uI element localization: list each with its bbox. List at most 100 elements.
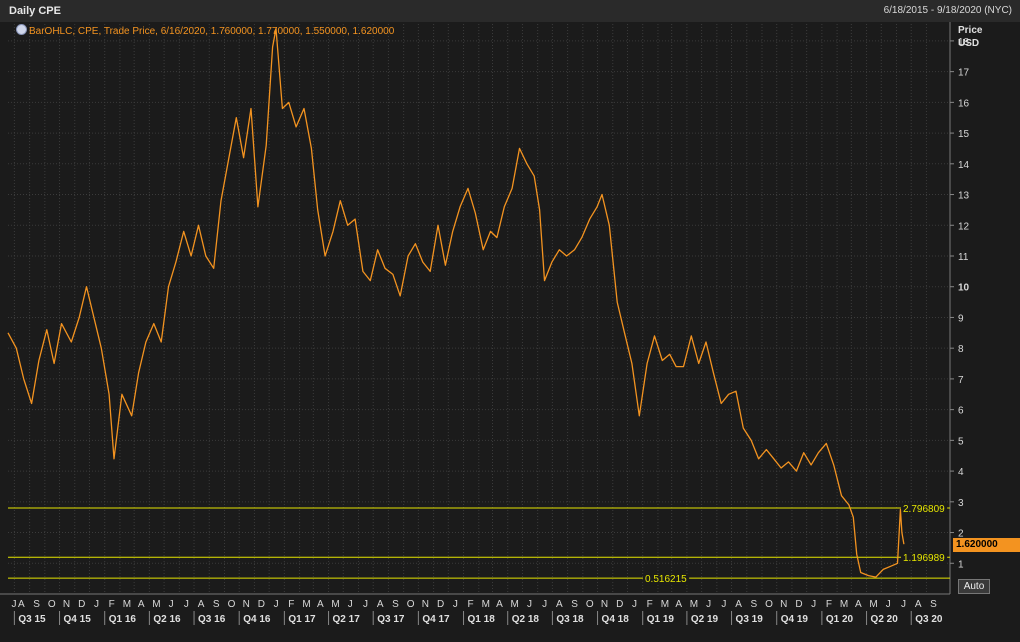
month-label: O [407, 599, 415, 610]
quarter-label: Q3 20 [915, 614, 943, 625]
y-tick-label: 3 [958, 498, 964, 509]
month-label: J [706, 599, 711, 610]
month-label: S [33, 599, 40, 610]
level-label-bg [901, 504, 948, 516]
quarter-label: Q2 20 [871, 614, 899, 625]
month-label: J [184, 599, 189, 610]
month-label: S [392, 599, 399, 610]
y-tick-label: 7 [958, 375, 964, 386]
month-label: N [601, 599, 608, 610]
month-label: M [482, 599, 490, 610]
quarter-label: Q3 19 [736, 614, 764, 625]
month-label: N [780, 599, 787, 610]
legend-text: BarOHLC, CPE, Trade Price, 6/16/2020, 1.… [29, 26, 395, 37]
month-label: F [647, 599, 653, 610]
axis-title-price: Price [958, 25, 983, 36]
month-label: O [586, 599, 594, 610]
y-tick-label: 4 [958, 467, 964, 478]
month-label: J [542, 599, 547, 610]
month-label: A [735, 599, 742, 610]
price-line [7, 27, 905, 578]
grid-lines [0, 22, 951, 595]
y-tick-label: 13 [958, 191, 970, 202]
quarter-label: Q2 16 [153, 614, 181, 625]
quarter-label: Q1 17 [288, 614, 316, 625]
chart-title: Daily CPE [9, 5, 61, 17]
quarter-label: Q1 18 [468, 614, 496, 625]
quarter-label: Q3 16 [198, 614, 226, 625]
month-label: N [63, 599, 70, 610]
month-label: A [915, 599, 922, 610]
y-tick-label: 16 [958, 98, 970, 109]
month-label: F [467, 599, 473, 610]
quarter-label: Q4 19 [781, 614, 809, 625]
quarter-label: Q3 18 [556, 614, 584, 625]
month-label: A [18, 599, 25, 610]
quarter-label: Q1 16 [109, 614, 137, 625]
axis-title-currency: USD [958, 38, 979, 49]
level-label-bg [643, 574, 690, 586]
month-label: A [556, 599, 563, 610]
month-label: J [453, 599, 458, 610]
quarter-label: Q4 17 [422, 614, 450, 625]
y-tick-label: 10 [958, 283, 970, 294]
month-label: A [377, 599, 384, 610]
y-tick-label: 17 [958, 68, 970, 79]
y-tick-label: 5 [958, 436, 964, 447]
month-label: J [348, 599, 353, 610]
month-label: M [840, 599, 848, 610]
date-range[interactable]: 6/18/2015 - 9/18/2020 (NYC) [883, 5, 1012, 16]
month-label: M [511, 599, 519, 610]
month-label: J [12, 599, 17, 610]
title-bar: Daily CPE 6/18/2015 - 9/18/2020 (NYC) [0, 0, 1020, 23]
y-tick-label: 1 [958, 559, 964, 570]
month-label: O [765, 599, 773, 610]
month-label: M [690, 599, 698, 610]
month-label: A [496, 599, 503, 610]
month-label: D [78, 599, 85, 610]
month-label: J [94, 599, 99, 610]
month-label: F [826, 599, 832, 610]
month-label: S [571, 599, 578, 610]
clock-icon [16, 24, 27, 35]
quarter-label: Q4 18 [602, 614, 630, 625]
month-label: J [169, 599, 174, 610]
month-label: F [109, 599, 115, 610]
y-tick-label: 15 [958, 129, 970, 140]
y-tick-label: 6 [958, 406, 964, 417]
legend[interactable]: BarOHLC, CPE, Trade Price, 6/16/2020, 1.… [16, 24, 394, 37]
y-tick-label: 2 [958, 529, 964, 540]
level-label-bg [901, 553, 948, 565]
auto-scale-button[interactable]: Auto [958, 579, 990, 594]
month-label: S [750, 599, 757, 610]
y-tick-label: 12 [958, 221, 970, 232]
level-lines[interactable]: 2.796809 1.196989 0.516215 [8, 504, 950, 586]
chart-background [0, 22, 1020, 642]
level-label: 1.196989 [903, 553, 945, 564]
month-label: J [274, 599, 279, 610]
month-label: O [48, 599, 56, 610]
quarter-label: Q4 15 [64, 614, 92, 625]
y-tick-label: 9 [958, 313, 964, 324]
month-label: D [437, 599, 444, 610]
month-label: J [811, 599, 816, 610]
month-label: S [930, 599, 937, 610]
month-label: J [632, 599, 637, 610]
month-label: S [213, 599, 220, 610]
month-label: N [422, 599, 429, 610]
month-label: O [228, 599, 236, 610]
month-label: J [363, 599, 368, 610]
month-label: M [869, 599, 877, 610]
y-tick-label: 18 [958, 37, 970, 48]
month-label: A [855, 599, 862, 610]
quarter-label: Q1 19 [647, 614, 675, 625]
y-tick-label: 8 [958, 344, 964, 355]
month-label: M [123, 599, 131, 610]
y-tick-label: 14 [958, 160, 970, 171]
month-label: M [152, 599, 160, 610]
level-label: 2.796809 [903, 504, 945, 515]
quarter-label: Q4 16 [243, 614, 271, 625]
